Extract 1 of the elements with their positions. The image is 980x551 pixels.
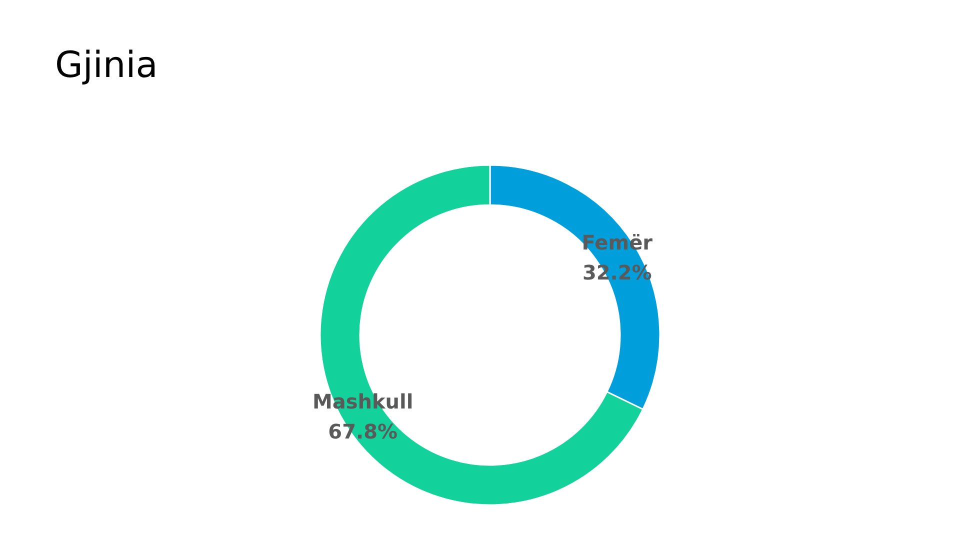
chart-title: Gjinia: [55, 45, 158, 86]
